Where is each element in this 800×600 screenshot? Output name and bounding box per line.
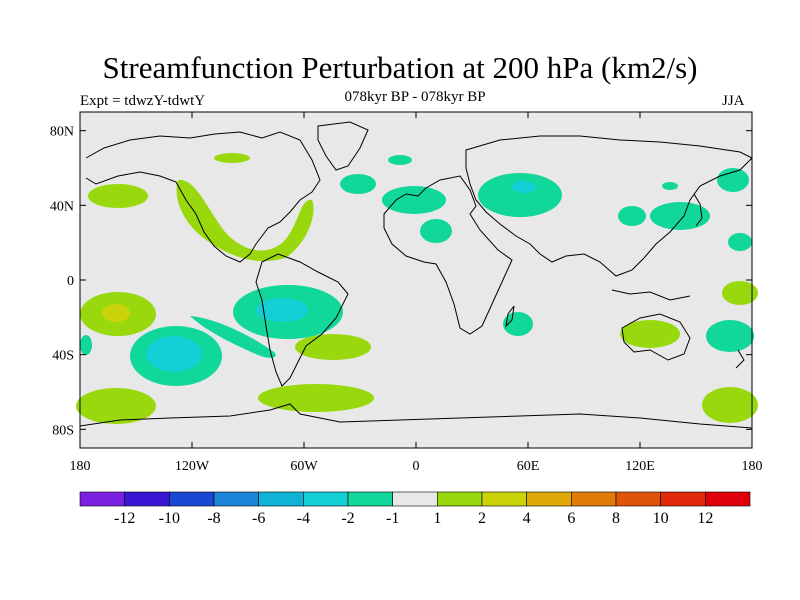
coastline-madagascar	[505, 305, 515, 328]
coastline-indonesia	[611, 289, 691, 301]
plot-subtitle: 078kyr BP - 078kyr BP	[344, 89, 486, 105]
colorbar-swatch	[615, 491, 661, 507]
anomaly-region	[295, 334, 371, 360]
lon-tick-label: 120W	[175, 459, 210, 474]
lat-tick-label: 80N	[50, 125, 74, 140]
coastline-greenland	[317, 121, 369, 171]
colorbar-swatch	[303, 491, 349, 507]
longitude-axis: 180 120W 60W 0 60E 120E 180	[70, 112, 763, 474]
colorbar-label: 8	[612, 510, 620, 527]
anomaly-region	[190, 316, 276, 358]
colorbar-label: -6	[252, 510, 265, 527]
lat-tick-label: 40N	[50, 199, 74, 214]
coastline-australia	[621, 313, 691, 361]
colorbar-label: 6	[567, 510, 575, 527]
anomaly-region	[388, 155, 412, 165]
lon-tick-label: 60W	[290, 459, 318, 474]
season-label: JJA	[722, 93, 745, 109]
colorbar-swatch	[124, 491, 170, 507]
lat-tick-label: 0	[67, 274, 74, 289]
anomaly-region	[88, 184, 148, 208]
anomaly-region	[702, 387, 758, 423]
colorbar-swatch	[258, 491, 304, 507]
colorbar-swatch	[392, 491, 438, 507]
anomaly-region	[618, 206, 646, 226]
anomaly-region	[80, 335, 92, 355]
colorbar-label: -8	[207, 510, 220, 527]
lat-tick-label: 80S	[52, 423, 74, 438]
lon-tick-label: 0	[413, 459, 420, 474]
negative-anomaly-regions	[80, 155, 754, 386]
lon-tick-label: 180	[742, 459, 763, 474]
colorbar: -12 -10 -8 -6 -4 -2 -1 1 2 4 6 8 10 12	[79, 491, 751, 527]
latitude-axis: 80N 40N 0 40S 80S	[50, 125, 752, 438]
coastline-asia	[465, 135, 753, 277]
anomaly-region	[722, 281, 758, 305]
lat-tick-label: 40S	[52, 349, 74, 364]
colorbar-label: -12	[114, 510, 135, 527]
anomaly-region	[258, 384, 374, 412]
anomaly-core	[146, 336, 202, 372]
colorbar-swatch	[481, 491, 527, 507]
anomaly-core	[102, 304, 130, 322]
colorbar-swatch	[169, 491, 215, 507]
coastline-japan	[693, 193, 703, 227]
colorbar-swatch	[526, 491, 572, 507]
anomaly-region	[728, 233, 752, 251]
colorbar-swatch	[660, 491, 706, 507]
anomaly-region	[76, 388, 156, 424]
coastline-africa-europe	[383, 175, 513, 335]
plot-title: Streamfunction Perturbation at 200 hPa (…	[102, 50, 698, 85]
anomaly-core	[256, 298, 308, 322]
coastline-north-america	[85, 131, 321, 263]
anomaly-region	[382, 186, 446, 214]
colorbar-label: -1	[386, 510, 399, 527]
anomaly-region	[420, 219, 452, 243]
coastline-new-zealand	[735, 349, 745, 369]
anomaly-region	[214, 153, 250, 163]
colorbar-swatch	[213, 491, 259, 507]
colorbar-swatch	[571, 491, 617, 507]
lon-tick-label: 180	[70, 459, 91, 474]
colorbar-label: 2	[478, 510, 486, 527]
lon-tick-label: 120E	[625, 459, 655, 474]
colorbar-label: 1	[433, 510, 441, 527]
coastline-south-america	[255, 253, 349, 387]
anomaly-region	[503, 312, 533, 336]
anomaly-core	[512, 181, 536, 193]
colorbar-label: -10	[159, 510, 180, 527]
colorbar-swatch	[705, 491, 751, 507]
anomaly-region	[340, 174, 376, 194]
colorbar-label: 10	[653, 510, 669, 527]
colorbar-label: -4	[297, 510, 310, 527]
colorbar-swatch	[437, 491, 483, 507]
colorbar-swatch	[347, 491, 393, 507]
colorbar-swatch	[79, 491, 125, 507]
colorbar-label: 4	[523, 510, 531, 527]
anomaly-region	[650, 202, 710, 230]
anomaly-region	[706, 320, 754, 352]
colorbar-label: 12	[697, 510, 713, 527]
experiment-label: Expt = tdwzY-tdwtY	[80, 93, 206, 109]
map-background	[80, 112, 752, 448]
coastline-antarctica	[79, 403, 753, 429]
lon-tick-label: 60E	[517, 459, 540, 474]
colorbar-label: -2	[341, 510, 354, 527]
negative-anomaly-cores	[146, 181, 536, 372]
anomaly-region	[478, 173, 562, 217]
anomaly-region	[620, 320, 680, 348]
anomaly-region	[662, 182, 678, 190]
coastlines	[79, 121, 753, 429]
